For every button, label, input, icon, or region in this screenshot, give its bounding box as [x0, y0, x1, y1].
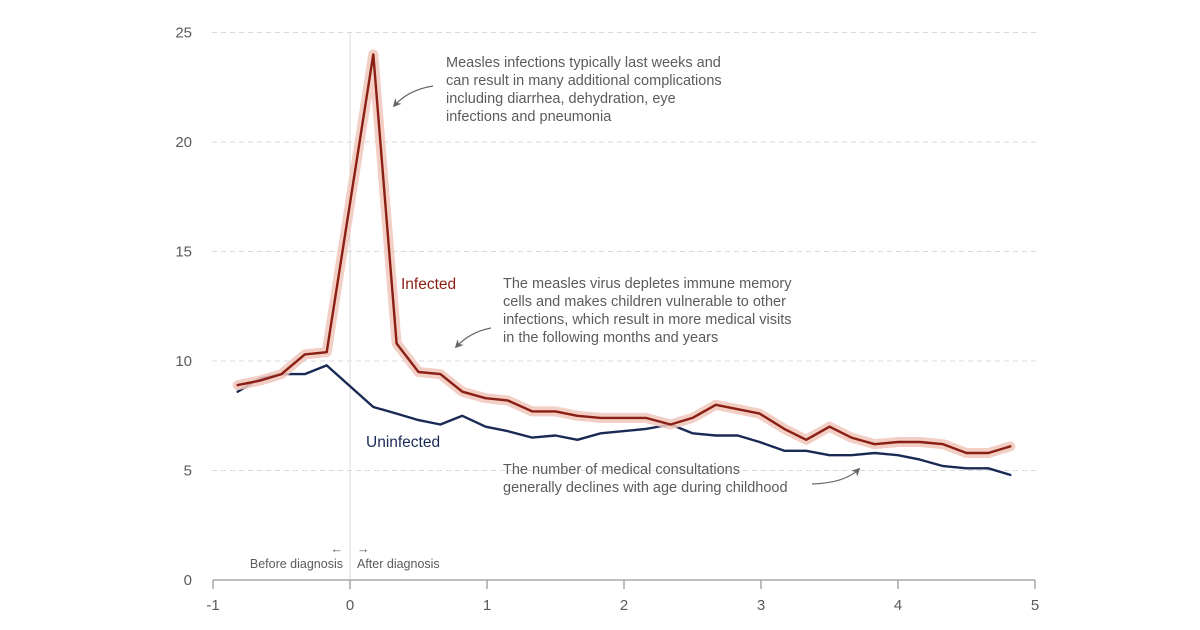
x-tick-label: 4: [894, 597, 902, 614]
series-label-uninfected: Uninfected: [366, 434, 440, 451]
annotation-decline-line: generally declines with age during child…: [503, 480, 788, 496]
y-axis: 0 5 10 15 20 25: [175, 25, 192, 590]
series-line-infected: [236, 53, 1012, 455]
before-diagnosis-label: Before diagnosis: [250, 557, 343, 571]
annotation-peak-line: can result in many additional complicati…: [446, 73, 722, 89]
confidence-band-infected: [232, 49, 1016, 458]
x-tick-label: 1: [483, 597, 491, 614]
y-tick-label: 10: [175, 353, 192, 370]
annotation-immune-arrow-icon: [454, 327, 492, 349]
annotation-immune-line: cells and makes children vulnerable to o…: [503, 294, 786, 310]
annotation-immune-memory: The measles virus depletes immune memory…: [454, 276, 792, 349]
x-axis: -1 0 1 2 3 4 5: [206, 579, 1039, 614]
annotation-peak-arrow-icon: [392, 85, 434, 108]
after-diagnosis-arrow: →: [357, 542, 370, 556]
y-tick-label: 15: [175, 244, 192, 261]
annotation-immune-line: infections, which result in more medical…: [503, 312, 792, 328]
x-tick-label: 5: [1031, 597, 1039, 614]
annotation-peak-line: infections and pneumonia: [446, 109, 612, 125]
after-diagnosis-label: After diagnosis: [357, 557, 440, 571]
y-tick-label: 0: [184, 572, 192, 589]
annotation-immune-line: in the following months and years: [503, 330, 718, 346]
series-layer: [232, 49, 1016, 477]
annotation-peak-line: Measles infections typically last weeks …: [446, 55, 721, 71]
before-diagnosis-arrow: ←: [331, 542, 344, 556]
y-tick-label: 5: [184, 463, 192, 480]
annotation-decline-arrow-icon: [811, 467, 861, 485]
annotation-peak: Measles infections typically last weeks …: [392, 55, 722, 125]
y-tick-label: 20: [175, 134, 192, 151]
y-tick-label: 25: [175, 25, 192, 42]
annotation-decline: The number of medical consultations gene…: [503, 462, 861, 496]
annotation-immune-line: The measles virus depletes immune memory: [503, 276, 792, 292]
x-tick-label: 0: [346, 597, 354, 614]
x-tick-label: 3: [757, 597, 765, 614]
annotation-peak-line: including diarrhea, dehydration, eye: [446, 91, 676, 107]
x-tick-label: 2: [620, 597, 628, 614]
series-label-infected: Infected: [401, 276, 456, 293]
annotation-decline-line: The number of medical consultations: [503, 462, 740, 478]
x-tick-label: -1: [206, 597, 219, 614]
series-line-uninfected: [236, 364, 1012, 477]
